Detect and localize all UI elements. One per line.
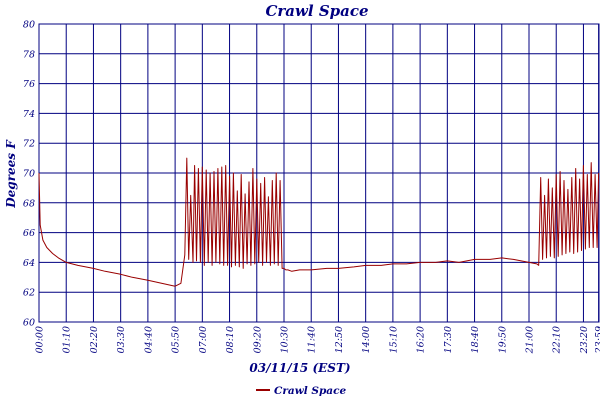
x-tick-label: 22:10 [552, 326, 563, 354]
y-tick-label: 60 [23, 318, 35, 329]
x-tick-label: 10:30 [280, 326, 291, 353]
x-axis-title: 03/11/15 (EST) [249, 361, 350, 375]
y-tick-label: 68 [23, 198, 35, 209]
y-tick-label: 78 [23, 49, 35, 60]
legend: Crawl Space [256, 385, 346, 397]
legend-label-crawl-space: Crawl Space [274, 385, 346, 397]
y-tick-label: 64 [23, 258, 35, 269]
x-tick-label: 11:40 [307, 326, 318, 353]
y-tick-labels: 60 62 64 66 68 70 72 74 76 78 80 [23, 20, 35, 329]
x-tick-label: 07:00 [198, 326, 209, 353]
chart-title: Crawl Space [265, 2, 368, 20]
grid [39, 24, 599, 322]
x-tick-label: 05:50 [171, 326, 182, 353]
y-tick-label: 80 [23, 20, 35, 31]
x-tick-label: 03:30 [116, 326, 127, 353]
y-tick-label: 66 [23, 228, 35, 239]
x-tick-label: 04:40 [143, 326, 154, 353]
x-tick-label: 15:10 [388, 326, 399, 353]
x-tick-label: 09:20 [252, 326, 263, 353]
x-tick-label: 18:40 [470, 326, 481, 353]
y-tick-label: 70 [23, 169, 35, 180]
x-tick-label: 08:10 [225, 326, 236, 353]
x-tick-labels: 00:00 01:10 02:20 03:30 04:40 05:50 07:00 08:10… [35, 326, 600, 354]
x-tick-label: 21:00 [525, 326, 536, 354]
x-tick-label: 23:20 [579, 326, 590, 354]
x-tick-label: 00:00 [35, 326, 46, 353]
y-tick-label: 72 [23, 139, 35, 150]
x-tick-label: 12:50 [334, 326, 345, 353]
x-tick-label: 16:20 [416, 326, 427, 353]
y-tick-label: 62 [23, 288, 35, 299]
x-tick-label: 23:59 [594, 326, 600, 354]
y-tick-label: 74 [23, 109, 35, 120]
x-tick-label: 02:20 [89, 326, 100, 353]
y-axis-title: Degrees F [4, 139, 18, 209]
y-tick-label: 76 [23, 79, 35, 90]
x-tick-label: 19:50 [497, 326, 508, 353]
x-tick-label: 14:00 [361, 326, 372, 353]
x-tick-label: 01:10 [62, 326, 73, 353]
x-tick-label: 17:30 [443, 326, 454, 353]
